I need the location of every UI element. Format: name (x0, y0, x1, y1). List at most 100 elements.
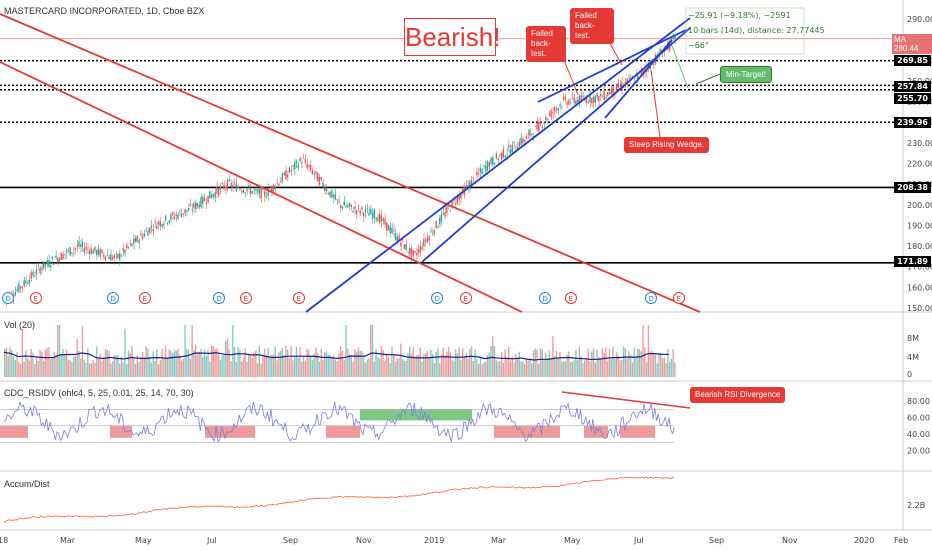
volume-bar (485, 362, 487, 377)
channel-upper-line (0, 13, 701, 313)
ad-pane-label[interactable]: Accum/Dist (4, 479, 50, 489)
candle-body (515, 148, 517, 150)
volume-bar (561, 361, 563, 377)
candle-body (417, 249, 420, 254)
volume-bar (385, 353, 388, 377)
volume-bar (262, 355, 264, 377)
candle-body (624, 81, 627, 83)
volume-bar (11, 349, 13, 377)
volume-bar (292, 360, 294, 377)
volume-bar (170, 350, 172, 377)
candle-body (529, 130, 531, 137)
chart-title: MASTERCARD INCORPORATED, 1D, Cboe BZX (4, 6, 205, 16)
candle-body (205, 202, 207, 204)
volume-bar (412, 346, 414, 377)
volume-bar (350, 354, 352, 377)
candle-body (545, 116, 547, 120)
volume-bar (129, 352, 131, 377)
candle-body (437, 226, 439, 228)
volume-bar (124, 328, 126, 377)
candle-body (161, 224, 163, 227)
candle-body (217, 188, 220, 196)
volume-bar (513, 362, 515, 377)
volume-bar (78, 350, 80, 377)
volume-bar (150, 362, 153, 377)
volume-bar (173, 349, 176, 377)
volume-bar (488, 352, 490, 377)
candle-body (637, 73, 639, 80)
candle-body (315, 171, 317, 174)
volume-bar (642, 325, 644, 377)
candle-body (642, 68, 644, 74)
candle-body (442, 212, 444, 215)
candle-body (149, 227, 151, 234)
candle-body (539, 122, 542, 125)
volume-bar (65, 349, 68, 377)
candle-body (538, 121, 540, 132)
measure-tool-readout: −25.91 (−9.18%), −2591 10 bars (14d), di… (688, 8, 825, 53)
volume-bar (154, 360, 156, 377)
candle-body (42, 261, 45, 269)
candle-body (159, 221, 161, 227)
volume-bar (371, 325, 374, 377)
level-tag-269: 269.85 (894, 55, 931, 66)
candle-body (279, 181, 282, 183)
volume-bar (157, 363, 160, 377)
candle-body (223, 185, 225, 189)
volume-bar (621, 359, 623, 377)
candle-body (308, 164, 310, 167)
candle-body (48, 259, 50, 267)
rsi-pane-label[interactable]: CDC_RSIDV (ohlc4, 5, 25, 0.01, 25, 14, 7… (4, 388, 194, 398)
candle-body (661, 56, 664, 58)
volume-bar (228, 349, 230, 377)
price-axis-tick: 230.00 (907, 139, 932, 148)
rsi-axis-tick: 80.00 (907, 397, 930, 406)
volume-bar (608, 348, 611, 377)
candle-body (283, 172, 285, 176)
price-axis-tick: 220.00 (907, 160, 932, 169)
rsi-zone (326, 425, 360, 438)
candle-body (175, 214, 177, 217)
volume-bar (610, 358, 612, 377)
volume-bar (140, 357, 142, 377)
volume-bar (244, 348, 246, 377)
candle-body (568, 100, 570, 105)
volume-bar (278, 352, 280, 377)
candle-body (110, 254, 112, 261)
volume-bar (509, 360, 512, 377)
candle-body (453, 199, 455, 201)
volume-bar (334, 359, 337, 377)
volume-bar (518, 351, 520, 377)
volume-bar (104, 349, 107, 377)
candle-body (628, 77, 630, 79)
event-marker-label: D (543, 295, 548, 303)
volume-bar (145, 346, 147, 377)
volume-bar (28, 360, 31, 377)
volume-bar (364, 362, 367, 377)
candle-body (451, 200, 453, 208)
volume-bar (543, 359, 545, 377)
candle-body (465, 185, 467, 188)
candle-body (180, 213, 183, 218)
volume-bar (242, 357, 245, 377)
candle-body (340, 204, 342, 208)
candle-body (566, 101, 568, 106)
volume-pane-label[interactable]: Vol (20) (4, 320, 36, 330)
volume-bar (343, 359, 345, 377)
candle-body (334, 194, 337, 200)
candle-body (564, 96, 566, 100)
ma-value: 280.44 (894, 44, 919, 53)
volume-bar (532, 350, 535, 377)
callout-pointer (695, 73, 721, 85)
volume-bar (584, 360, 586, 377)
volume-bar (237, 347, 239, 377)
candle-body (575, 100, 577, 105)
candle-body (410, 248, 413, 258)
volume-bar (499, 361, 501, 377)
volume-bar (101, 361, 103, 377)
candle-body (377, 217, 379, 222)
volume-bar (67, 359, 70, 377)
volume-bar (216, 348, 218, 377)
candles-group (4, 33, 676, 307)
